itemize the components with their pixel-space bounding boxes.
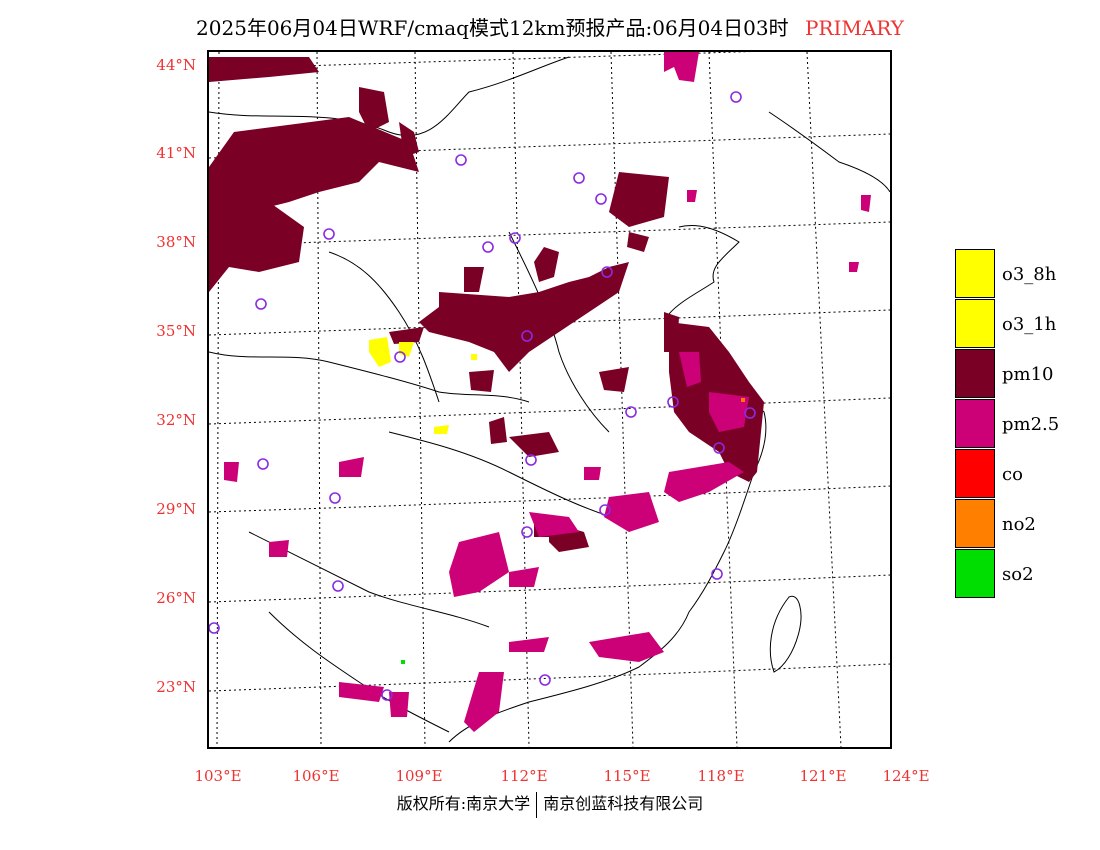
legend-item-pm25: pm2.5 (955, 399, 1085, 449)
legend-label: pm2.5 (1002, 414, 1060, 435)
legend-label: pm10 (1002, 364, 1054, 385)
primary-pollutant-label: PRIMARY (804, 16, 904, 40)
map-canvas (208, 46, 891, 748)
legend-label: so2 (1002, 564, 1034, 585)
so2-point (401, 660, 405, 664)
legend-item-co: co (955, 449, 1085, 499)
legend-swatch (955, 549, 995, 598)
footer-divider (536, 791, 538, 818)
legend-label: o3_8h (1002, 264, 1057, 285)
pollutant-legend: o3_8h o3_1h pm10 pm2.5 co no2 so2 (955, 249, 1085, 599)
o3-regions (369, 337, 477, 434)
lon-label-109: 109°E (395, 767, 443, 785)
lon-label-121: 121°E (799, 767, 847, 785)
copyright-footer: 版权所有:南京大学 南京创蓝科技有限公司 (0, 790, 1100, 818)
title-text: 2025年06月04日WRF/cmaq模式12km预报产品:06月04日03时 (196, 16, 789, 40)
lon-label-118: 118°E (697, 767, 745, 785)
map-title: 2025年06月04日WRF/cmaq模式12km预报产品:06月04日03时 … (0, 12, 1100, 41)
lon-label-115: 115°E (603, 767, 651, 785)
copyright-owner: 版权所有:南京大学 (396, 794, 531, 813)
lat-label-29: 29°N (156, 500, 196, 518)
lon-label-112: 112°E (500, 767, 548, 785)
legend-swatch (955, 249, 995, 298)
lat-label-23: 23°N (156, 678, 196, 696)
station-markers (208, 91, 756, 701)
pm25-regions (224, 52, 871, 732)
legend-item-pm10: pm10 (955, 349, 1085, 399)
lat-label-41: 41°N (156, 144, 196, 162)
legend-label: co (1002, 464, 1023, 485)
lat-label-26: 26°N (156, 589, 196, 607)
lat-label-44: 44°N (156, 56, 196, 74)
legend-swatch (955, 499, 995, 548)
legend-item-o3-1h: o3_1h (955, 299, 1085, 349)
boundaries (208, 56, 891, 743)
map-plot (207, 46, 892, 749)
lat-label-38: 38°N (156, 233, 196, 251)
lon-label-124: 124°E (882, 767, 930, 785)
legend-item-so2: so2 (955, 549, 1085, 599)
no2-point (741, 398, 745, 402)
legend-swatch (955, 299, 995, 348)
copyright-company: 南京创蓝科技有限公司 (543, 794, 704, 813)
lon-label-103: 103°E (194, 767, 242, 785)
lon-label-106: 106°E (292, 767, 340, 785)
legend-swatch (955, 399, 995, 448)
legend-item-no2: no2 (955, 499, 1085, 549)
lat-label-35: 35°N (156, 322, 196, 340)
legend-label: no2 (1002, 514, 1036, 535)
legend-item-o3-8h: o3_8h (955, 249, 1085, 299)
lat-label-32: 32°N (156, 411, 196, 429)
legend-swatch (955, 349, 995, 398)
legend-label: o3_1h (1002, 314, 1057, 335)
legend-swatch (955, 449, 995, 498)
